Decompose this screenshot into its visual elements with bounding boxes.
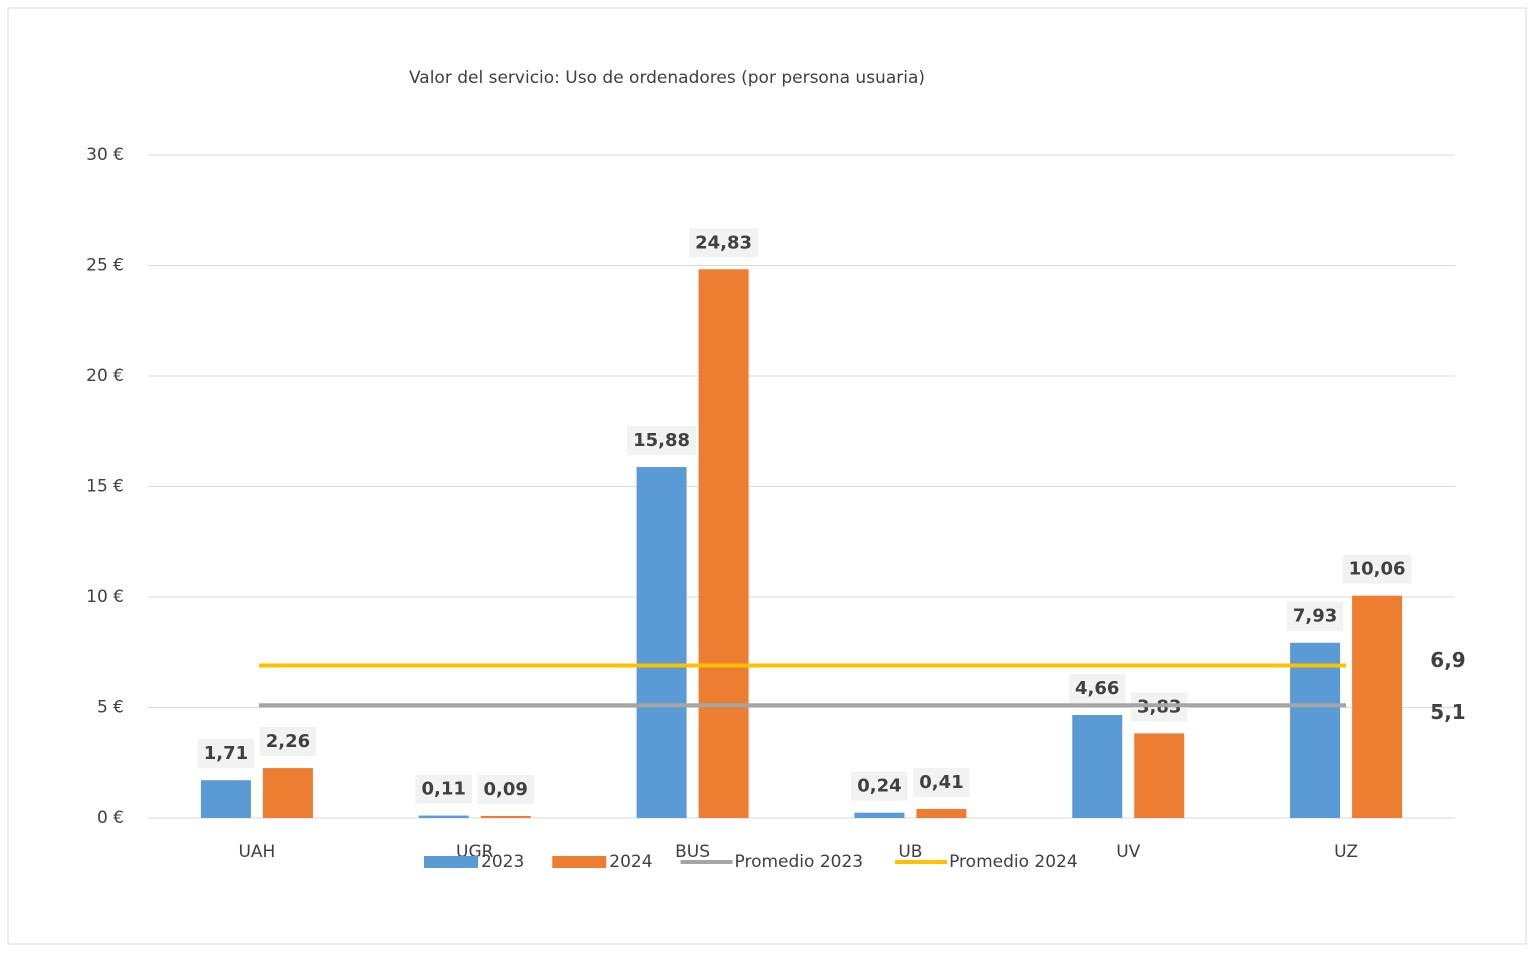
data-label-box [913,767,970,797]
chart-title: Valor del servicio: Uso de ordenadores (… [409,68,925,88]
data-label-box [1069,674,1126,704]
data-label-box [1286,601,1344,631]
bar [916,808,967,818]
data-label-box [259,727,317,757]
data-label: 0,24 [857,776,901,797]
x-tick-label: UV [1116,842,1140,862]
y-tick-label: 20 € [86,366,124,386]
bar [480,816,531,818]
bar [1072,715,1123,818]
legend-label: Promedio 2023 [735,852,864,872]
bar [698,269,749,819]
data-label: 1,71 [204,743,248,764]
bar [418,815,469,818]
data-label-box [851,771,908,801]
y-tick-label: 30 € [86,145,124,165]
data-label: 4,66 [1075,678,1119,699]
data-label: 10,06 [1349,559,1406,580]
data-label: 0,41 [919,772,963,793]
data-label-box [415,774,472,804]
bar [262,768,313,818]
bar [854,812,905,818]
data-label: 24,83 [695,232,752,253]
legend-swatch [424,856,478,868]
data-label: 2,26 [266,731,310,752]
legend-label: 2024 [609,852,652,872]
x-tick-label: BUS [675,842,710,862]
x-tick-label: UZ [1334,842,1358,862]
data-label: 0,11 [422,779,466,800]
data-label: 15,88 [633,430,690,451]
y-tick-label: 0 € [97,808,124,828]
data-label: 0,09 [484,779,528,800]
y-tick-label: 25 € [86,256,124,276]
x-tick-label: UB [898,842,922,862]
bar [636,467,687,818]
bar [1134,733,1185,818]
data-label-box [1342,554,1412,584]
bar [1290,642,1341,818]
legend-swatch [552,856,607,868]
legend-label: 2023 [481,852,524,872]
y-tick-label: 15 € [86,477,124,497]
chart-border [7,7,1527,945]
data-label-box [689,228,759,258]
bar [1352,595,1403,818]
average-label: 6,9 [1430,648,1465,672]
x-tick-label: UAH [238,842,275,862]
data-label: 7,93 [1293,606,1337,627]
legend-label: Promedio 2024 [949,852,1078,872]
y-tick-label: 10 € [86,587,124,607]
data-label-box [197,739,255,769]
data-label-box [627,426,697,456]
bar [200,780,251,818]
average-label: 5,1 [1430,700,1465,724]
y-tick-label: 5 € [97,698,124,718]
data-label-box [477,775,534,805]
